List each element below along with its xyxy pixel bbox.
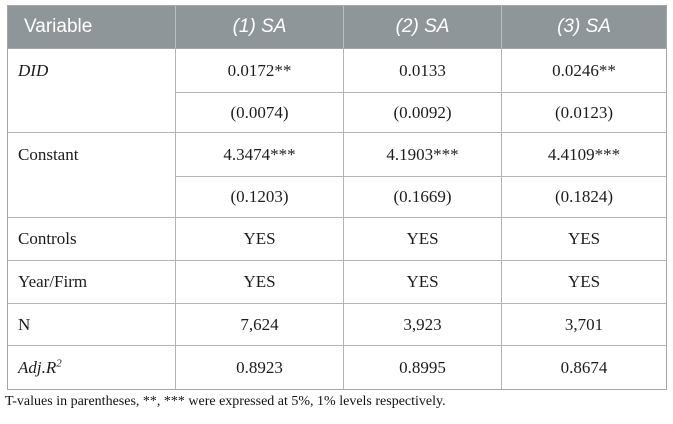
header-model-1: (1) SA xyxy=(176,6,344,49)
header-model-2: (2) SA xyxy=(344,6,502,49)
row-adj-r2: Adj.R2 0.8923 0.8995 0.8674 xyxy=(8,346,666,389)
row-did-coef: DID 0.0172** 0.0133 0.0246** xyxy=(8,49,666,133)
row-year-firm: Year/Firm YES YES YES xyxy=(8,261,666,304)
header-model-3: (3) SA xyxy=(502,6,666,49)
cell-adj-r2-1: 0.8923 xyxy=(176,346,344,389)
cell-did-se-2: (0.0092) xyxy=(344,93,502,133)
header-row: Variable (1) SA (2) SA (3) SA xyxy=(8,6,666,49)
row-constant-coef: Constant 4.3474*** 4.1903*** 4.4109*** xyxy=(8,133,666,218)
cell-constant-se-3: (0.1824) xyxy=(502,177,666,218)
cell-year-firm-3: YES xyxy=(502,261,666,304)
label-controls: Controls xyxy=(8,218,176,261)
label-year-firm: Year/Firm xyxy=(8,261,176,304)
adj-r2-base: Adj.R xyxy=(18,357,57,377)
label-n: N xyxy=(8,304,176,346)
row-constant-se: (0.1203) (0.1669) (0.1824) xyxy=(8,177,666,218)
adj-r2-sup: 2 xyxy=(56,356,62,369)
row-controls: Controls YES YES YES xyxy=(8,218,666,261)
cell-constant-coef-2: 4.1903*** xyxy=(344,133,502,177)
cell-constant-coef-3: 4.4109*** xyxy=(502,133,666,177)
cell-controls-3: YES xyxy=(502,218,666,261)
cell-year-firm-1: YES xyxy=(176,261,344,304)
row-did-se: (0.0074) (0.0092) (0.0123) xyxy=(8,93,666,133)
cell-did-coef-3: 0.0246** xyxy=(502,49,666,93)
label-constant: Constant xyxy=(8,133,176,218)
cell-did-coef-1: 0.0172** xyxy=(176,49,344,93)
regression-table: Variable (1) SA (2) SA (3) SA DID 0.0172… xyxy=(7,5,667,390)
cell-n-2: 3,923 xyxy=(344,304,502,346)
row-n: N 7,624 3,923 3,701 xyxy=(8,304,666,346)
cell-adj-r2-3: 0.8674 xyxy=(502,346,666,389)
cell-did-coef-2: 0.0133 xyxy=(344,49,502,93)
cell-constant-se-1: (0.1203) xyxy=(176,177,344,218)
cell-did-se-3: (0.0123) xyxy=(502,93,666,133)
table-footnote: T-values in parentheses, **, *** were ex… xyxy=(5,394,446,409)
label-did: DID xyxy=(8,49,176,133)
label-adj-r2: Adj.R2 xyxy=(8,346,176,389)
header-variable: Variable xyxy=(8,6,176,49)
cell-adj-r2-2: 0.8995 xyxy=(344,346,502,389)
cell-controls-2: YES xyxy=(344,218,502,261)
cell-year-firm-2: YES xyxy=(344,261,502,304)
cell-n-1: 7,624 xyxy=(176,304,344,346)
cell-constant-se-2: (0.1669) xyxy=(344,177,502,218)
cell-constant-coef-1: 4.3474*** xyxy=(176,133,344,177)
cell-controls-1: YES xyxy=(176,218,344,261)
cell-did-se-1: (0.0074) xyxy=(176,93,344,133)
cell-n-3: 3,701 xyxy=(502,304,666,346)
